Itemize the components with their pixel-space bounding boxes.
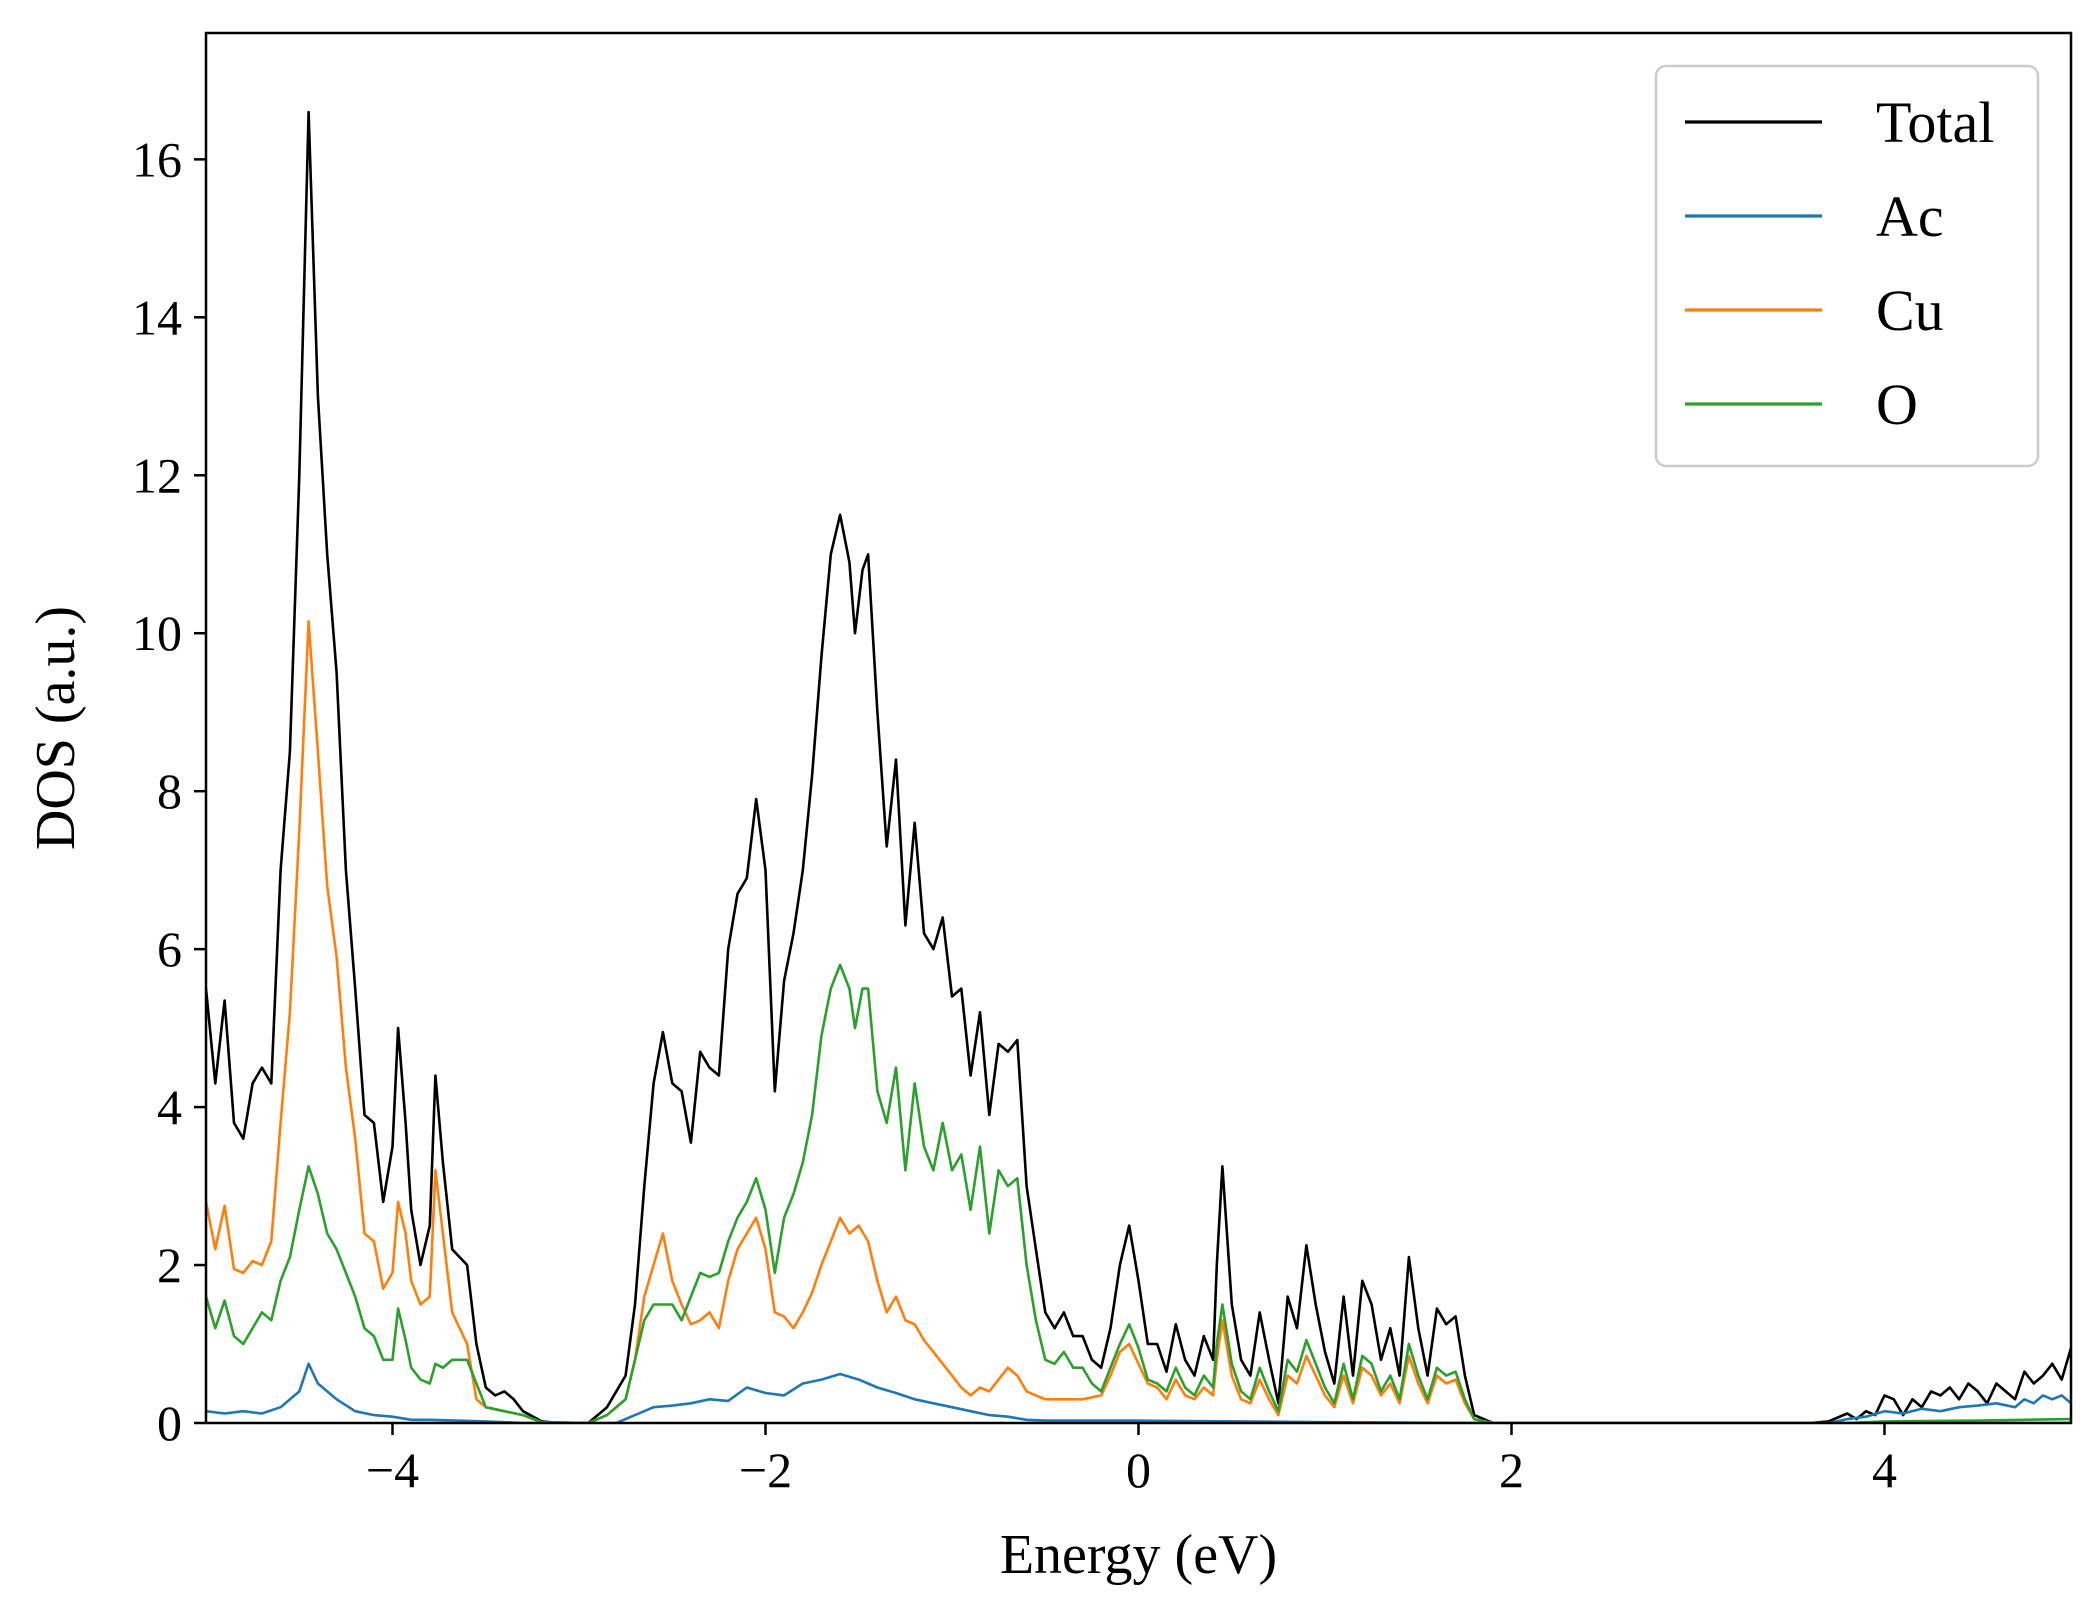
- x-axis-label: Energy (eV): [1000, 1524, 1277, 1586]
- series-line-cu: [206, 620, 2071, 1423]
- x-axis: −4 −2 0 2 4: [366, 1423, 1897, 1498]
- y-tick-label: 10: [132, 605, 182, 661]
- x-tick-label: 0: [1126, 1442, 1151, 1498]
- y-axis: 0 2 4 6 8 10 12 14 16: [132, 131, 206, 1451]
- series-layer: [206, 110, 2071, 1423]
- series-line-o: [206, 963, 2071, 1423]
- y-tick-label: 8: [157, 763, 182, 819]
- y-tick-label: 12: [132, 447, 182, 503]
- legend-label-cu: Cu: [1876, 278, 1944, 343]
- y-tick-label: 14: [132, 289, 182, 345]
- legend-label-o: O: [1876, 372, 1918, 437]
- legend-label-ac: Ac: [1876, 184, 1944, 249]
- legend-box: [1654, 64, 2040, 468]
- x-tick-label: −4: [366, 1442, 419, 1498]
- y-tick-label: 16: [132, 131, 182, 187]
- x-tick-label: 2: [1499, 1442, 1524, 1498]
- y-tick-label: 0: [157, 1395, 182, 1451]
- legend-label-total: Total: [1876, 90, 1994, 155]
- y-tick-label: 2: [157, 1237, 182, 1293]
- y-tick-label: 4: [157, 1079, 182, 1135]
- y-tick-label: 6: [157, 921, 182, 977]
- x-tick-label: −2: [739, 1442, 792, 1498]
- y-axis-label: DOS (a.u.): [25, 606, 87, 850]
- x-tick-label: 4: [1872, 1442, 1897, 1498]
- series-line-ac: [206, 1362, 2071, 1423]
- series-line-total: [206, 110, 2071, 1423]
- legend: Total Ac Cu O: [1654, 64, 2040, 468]
